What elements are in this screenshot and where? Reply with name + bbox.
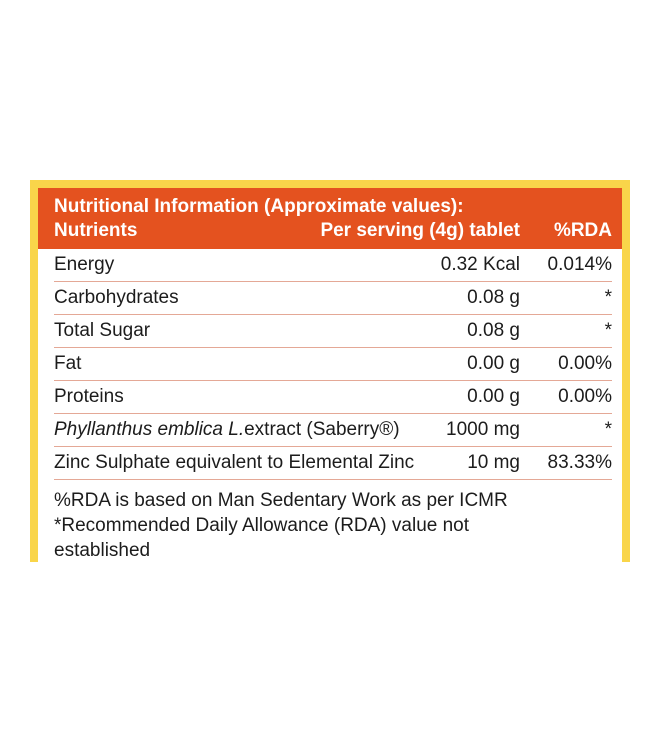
nutrient-name: Proteins [54,386,124,407]
nutrient-row-fat: Fat 0.00 g 0.00% [54,348,612,381]
nutrient-rda: 0.014% [547,254,612,275]
nutrition-title: Nutritional Information (Approximate val… [54,196,464,217]
nutrient-serving: 10 mg [467,452,520,473]
nutrient-serving: 0.08 g [467,287,520,308]
footnote-rda-definition-cont: established [54,540,151,561]
nutrient-serving: 0.08 g [467,320,520,341]
footnote-rda-basis: %RDA is based on Man Sedentary Work as p… [54,490,508,511]
nutrient-rda: * [604,287,612,308]
column-header-serving: Per serving (4g) tablet [320,220,520,241]
nutrient-name: Energy [54,254,115,275]
nutrient-rda: 0.00% [558,353,612,374]
nutrition-label-frame: Nutritional Information (Approximate val… [30,180,630,562]
nutrient-row-total-sugar: Total Sugar 0.08 g * [54,315,612,348]
column-headers: Nutrients Per serving (4g) tablet %RDA [54,219,612,243]
nutrient-name: Carbohydrates [54,287,179,308]
nutrient-row-proteins: Proteins 0.00 g 0.00% [54,381,612,414]
nutrient-name: Total Sugar [54,320,151,341]
nutrient-serving: 0.00 g [467,353,520,374]
nutrient-rows: Energy 0.32 Kcal 0.014% Carbohydrates 0.… [38,249,622,480]
footnotes: %RDA is based on Man Sedentary Work as p… [38,480,622,562]
nutrient-serving: 0.00 g [467,386,520,407]
nutrient-serving: 0.32 Kcal [440,254,520,275]
nutrient-rda: 0.00% [558,386,612,407]
nutrient-row-phyllanthus: Phyllanthus emblica L.extract (Saberry®)… [54,414,612,447]
footnote-rda-definition: *Recommended Daily Allowance (RDA) value… [54,515,470,536]
nutrient-row-zinc: Zinc Sulphate equivalent to Elemental Zi… [54,447,612,480]
nutrient-name: Zinc Sulphate equivalent to Elemental Zi… [54,452,415,473]
nutrient-name-italic: Phyllanthus emblica L. [54,419,245,440]
nutrient-name: Phyllanthus emblica L.extract (Saberry®) [54,419,440,441]
nutrient-row-energy: Energy 0.32 Kcal 0.014% [54,249,612,282]
nutrient-rda: * [604,320,612,341]
nutrient-name: Fat [54,353,82,374]
nutrient-serving: 1000 mg [446,419,520,440]
nutrient-rda: * [604,419,612,440]
nutrient-name-rest: extract (Saberry®) [244,419,400,440]
column-header-rda: %RDA [553,220,612,241]
nutrition-header: Nutritional Information (Approximate val… [38,188,622,249]
nutrient-row-carbohydrates: Carbohydrates 0.08 g * [54,282,612,315]
nutrient-rda: 83.33% [547,452,612,473]
column-header-nutrients: Nutrients [54,220,138,241]
nutrition-label: Nutritional Information (Approximate val… [38,188,622,562]
